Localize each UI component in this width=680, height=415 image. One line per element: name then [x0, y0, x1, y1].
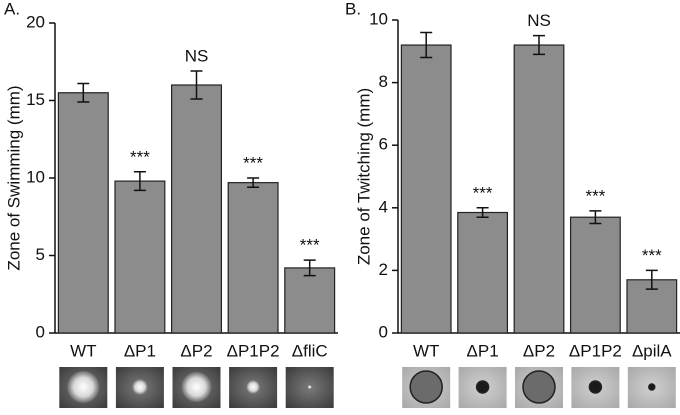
bar — [227, 182, 279, 334]
error-bar — [476, 207, 489, 218]
y-tick-label: 10 — [369, 9, 388, 28]
plate-image — [515, 367, 563, 408]
plate-image — [571, 367, 620, 408]
x-tick-label: ΔP1 — [467, 341, 499, 360]
y-axis-label: Zone of Swimming (mm) — [4, 85, 23, 270]
plate-image — [627, 367, 676, 408]
bar — [284, 267, 336, 334]
x-tick-label: ΔP1P2 — [227, 341, 280, 360]
significance-label: NS — [185, 47, 209, 66]
error-bar — [303, 259, 316, 277]
colony — [67, 371, 100, 403]
colony — [522, 370, 556, 404]
panel-label: B. — [345, 0, 361, 18]
error-bar — [645, 269, 658, 290]
y-tick-label: 10 — [26, 167, 45, 186]
y-tick-label: 6 — [379, 135, 388, 154]
colony — [131, 379, 148, 395]
x-tick-label: ΔfliC — [292, 341, 328, 360]
bar — [114, 180, 166, 334]
x-tick-label: ΔP2 — [180, 341, 212, 360]
y-tick-label: 0 — [379, 322, 388, 341]
significance-label: *** — [130, 147, 150, 166]
y-axis-label: Zone of Twitching (mm) — [354, 88, 373, 265]
colony — [475, 380, 490, 394]
colony — [307, 385, 312, 389]
plate-image — [285, 367, 334, 408]
error-bar — [533, 34, 545, 56]
significance-label: *** — [473, 183, 493, 202]
colony — [648, 383, 656, 391]
plate-image — [458, 367, 507, 408]
x-tick-label: ΔP1 — [124, 341, 156, 360]
bar — [457, 211, 509, 334]
plate-image — [172, 367, 221, 408]
significance-label: *** — [300, 236, 320, 255]
bar — [400, 44, 452, 334]
colony — [588, 380, 603, 394]
plate-image — [115, 367, 164, 408]
error-bar — [247, 177, 260, 189]
y-tick-label: 0 — [36, 322, 45, 341]
plate-image — [59, 367, 108, 408]
colony — [181, 372, 212, 402]
x-tick-label: ΔpilA — [632, 341, 672, 360]
y-tick-label: 5 — [36, 245, 45, 264]
y-tick-label: 8 — [379, 72, 388, 91]
bar — [170, 84, 223, 334]
plate-image — [229, 367, 278, 408]
colony — [409, 370, 443, 404]
significance-label: *** — [243, 153, 263, 172]
significance-label: NS — [527, 11, 551, 30]
x-tick-label: WT — [413, 341, 439, 360]
x-tick-label: ΔP2 — [523, 341, 555, 360]
y-tick-label: 4 — [379, 197, 388, 216]
y-tick-label: 2 — [379, 260, 388, 279]
error-bar — [589, 210, 602, 225]
colony — [246, 380, 261, 394]
panel-label: A. — [4, 0, 20, 18]
y-tick-label: 20 — [26, 12, 45, 31]
plate-image — [402, 367, 451, 408]
bar — [57, 92, 109, 334]
error-bar — [133, 171, 146, 192]
error-bar — [77, 82, 90, 103]
y-tick-label: 15 — [26, 90, 45, 109]
error-bar — [420, 31, 433, 59]
x-tick-label: WT — [70, 341, 96, 360]
bar — [569, 216, 621, 334]
error-bar — [190, 70, 203, 100]
significance-label: *** — [642, 246, 662, 265]
significance-label: *** — [585, 186, 605, 205]
x-tick-label: ΔP1P2 — [569, 341, 622, 360]
bar — [513, 44, 565, 334]
